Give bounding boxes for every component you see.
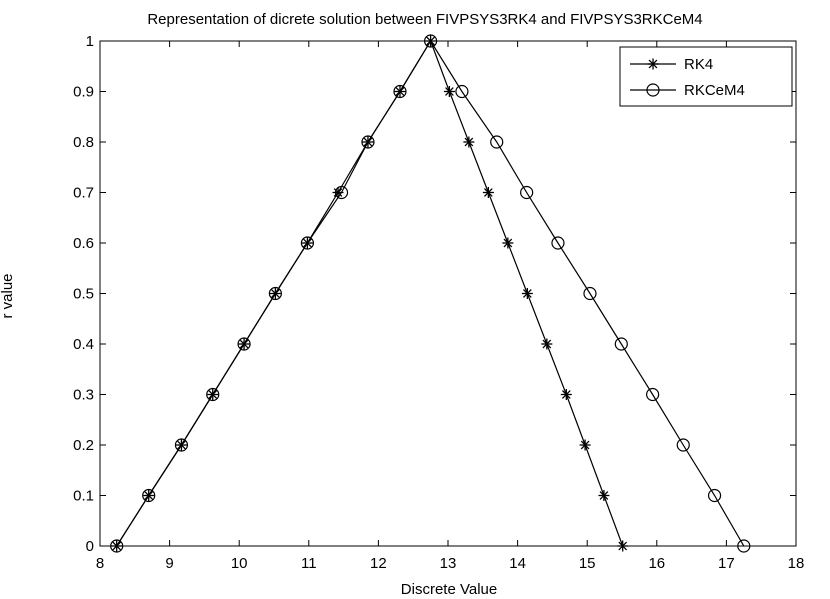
- circle-marker: [676, 438, 690, 452]
- legend-label: RK4: [684, 56, 713, 73]
- circle-marker: [646, 387, 660, 402]
- x-tick-label: 9: [165, 555, 173, 572]
- circle-marker: [393, 84, 407, 99]
- asterisk-marker: [443, 86, 455, 97]
- circle-marker: [174, 438, 189, 452]
- asterisk-marker: [560, 389, 572, 400]
- y-tick-label: 0.8: [73, 134, 94, 151]
- chart-title: Representation of dicrete solution betwe…: [147, 11, 702, 28]
- asterisk-stroke: [618, 541, 628, 551]
- circle-marker: [142, 488, 156, 503]
- series-layer: [110, 34, 751, 553]
- x-tick-label: 16: [648, 555, 665, 572]
- circle-marker: [206, 387, 220, 402]
- plot-frame: [99, 40, 797, 547]
- x-tick-label: 8: [96, 555, 104, 572]
- x-tick-label: 11: [301, 555, 317, 572]
- plot-area: [99, 40, 797, 547]
- circle-marker: [334, 185, 349, 200]
- y-tick-label: 0.5: [73, 286, 94, 303]
- circle-marker: [583, 286, 597, 301]
- circle-marker: [520, 185, 534, 200]
- legend-box: [619, 46, 793, 107]
- x-tick-label: 14: [509, 555, 526, 572]
- circle-marker: [551, 236, 565, 250]
- circle-marker: [614, 337, 628, 351]
- circle-marker: [300, 236, 315, 250]
- circle-marker: [490, 135, 504, 149]
- circle-marker: [646, 83, 660, 97]
- circle-marker: [737, 539, 751, 553]
- circle-marker: [237, 337, 251, 351]
- circle-marker: [361, 135, 375, 149]
- circle-marker: [455, 84, 469, 99]
- asterisk-stroke: [542, 339, 552, 349]
- asterisk-stroke: [445, 87, 454, 96]
- y-tick-label: 0.4: [73, 336, 94, 353]
- asterisk-marker: [463, 136, 475, 148]
- asterisk-stroke: [333, 188, 343, 197]
- y-tick-label: 1: [86, 33, 94, 50]
- x-tick-label: 17: [718, 555, 735, 572]
- asterisk-marker: [579, 439, 591, 451]
- y-tick-label: 0: [86, 538, 94, 555]
- asterisk-marker: [541, 338, 553, 350]
- x-tick-label: 15: [579, 555, 596, 572]
- circle-marker: [424, 34, 438, 48]
- circle-marker: [110, 539, 124, 553]
- legend-item: RKCeM4: [630, 82, 745, 99]
- asterisk-stroke: [484, 188, 493, 197]
- asterisk-stroke: [599, 491, 609, 500]
- asterisk-stroke: [561, 390, 571, 399]
- y-tick-label: 0.2: [73, 437, 94, 454]
- x-axis-title: Discrete Value: [401, 581, 497, 598]
- circle-marker: [707, 488, 722, 503]
- legend-label: RKCeM4: [684, 82, 745, 99]
- asterisk-stroke: [503, 238, 513, 248]
- asterisk-stroke: [648, 59, 658, 69]
- asterisk-marker: [617, 540, 629, 552]
- circle-marker: [268, 286, 282, 301]
- legend-item: RK4: [630, 56, 713, 73]
- series-line: [116, 39, 745, 547]
- asterisk-stroke: [580, 440, 590, 450]
- y-tick-label: 0.9: [73, 84, 94, 101]
- x-tick-label: 13: [440, 555, 457, 572]
- y-tick-label: 0.7: [73, 185, 94, 202]
- legend: RK4 RKCeM4: [619, 46, 793, 107]
- y-tick-label: 0.1: [73, 488, 94, 505]
- series-rkcem4: [110, 34, 751, 553]
- y-tick-label: 0.3: [73, 387, 94, 404]
- asterisk-marker: [482, 187, 494, 198]
- x-tick-label: 10: [231, 555, 248, 572]
- asterisk-marker: [647, 58, 659, 70]
- x-tick-label: 12: [370, 555, 387, 572]
- x-tick-label: 18: [788, 555, 805, 572]
- asterisk-stroke: [522, 289, 532, 298]
- asterisk-marker: [598, 490, 610, 501]
- y-axis-title: r value: [0, 273, 16, 318]
- asterisk-marker: [521, 288, 533, 299]
- y-axis: 0 0.1 0.2 0.3 0.4 0.5 0.6 0.7 0.8 0.9 1: [73, 33, 796, 555]
- asterisk-stroke: [464, 137, 474, 147]
- asterisk-marker: [502, 237, 514, 249]
- x-axis: 8 9 10 11 12 13 14 15 16 17 18: [96, 41, 805, 572]
- y-tick-label: 0.6: [73, 235, 94, 252]
